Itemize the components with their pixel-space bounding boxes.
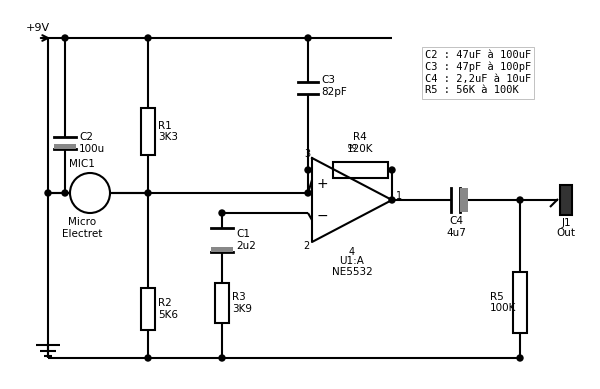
Bar [513,272,527,333]
Circle shape [45,190,51,196]
Text: J1: J1 [561,218,571,228]
Circle shape [305,35,311,41]
Circle shape [70,173,110,213]
Bar [54,144,76,149]
Text: +: + [316,177,328,191]
Circle shape [219,355,225,361]
Circle shape [517,355,523,361]
Text: Micro
Electret: Micro Electret [62,217,102,238]
Text: R3
3K9: R3 3K9 [232,292,252,314]
Bar [141,108,155,155]
Text: C2 : 47uF à 100uF
C3 : 47pF à 100pF
C4 : 2,2uF à 10uF
R5 : 56K à 100K: C2 : 47uF à 100uF C3 : 47pF à 100pF C4 :… [425,50,531,95]
Text: C1
2u2: C1 2u2 [236,229,256,251]
Circle shape [62,190,68,196]
Circle shape [62,35,68,41]
Text: R2
5K6: R2 5K6 [158,298,178,320]
Circle shape [517,197,523,203]
Circle shape [305,167,311,173]
Text: C3
82pF: C3 82pF [321,75,347,97]
Circle shape [145,190,151,196]
Circle shape [145,355,151,361]
Text: 3: 3 [304,149,310,159]
Text: C2
100u: C2 100u [79,132,105,154]
Text: ∞: ∞ [347,139,357,152]
Circle shape [219,210,225,216]
Text: 1: 1 [396,191,402,201]
Text: R5
100K: R5 100K [490,292,517,313]
Bar [215,283,229,323]
Bar [211,247,233,252]
Bar [560,185,572,215]
Text: C4
4u7: C4 4u7 [446,216,466,238]
Text: −: − [316,209,328,223]
Bar [460,188,468,212]
Text: R4
120K: R4 120K [347,132,373,154]
Polygon shape [312,158,392,242]
Text: 4: 4 [349,247,355,257]
Circle shape [389,167,395,173]
Bar [141,288,155,330]
Text: MIC1: MIC1 [69,159,95,169]
Text: NE5532: NE5532 [332,267,373,277]
Circle shape [389,197,395,203]
Bar [332,162,388,178]
Text: +9V: +9V [26,23,50,33]
Circle shape [145,35,151,41]
Text: U1:A: U1:A [340,256,364,266]
Text: R1
3K3: R1 3K3 [158,121,178,142]
Circle shape [305,190,311,196]
Text: 2: 2 [304,241,310,251]
Text: Out: Out [557,228,575,238]
